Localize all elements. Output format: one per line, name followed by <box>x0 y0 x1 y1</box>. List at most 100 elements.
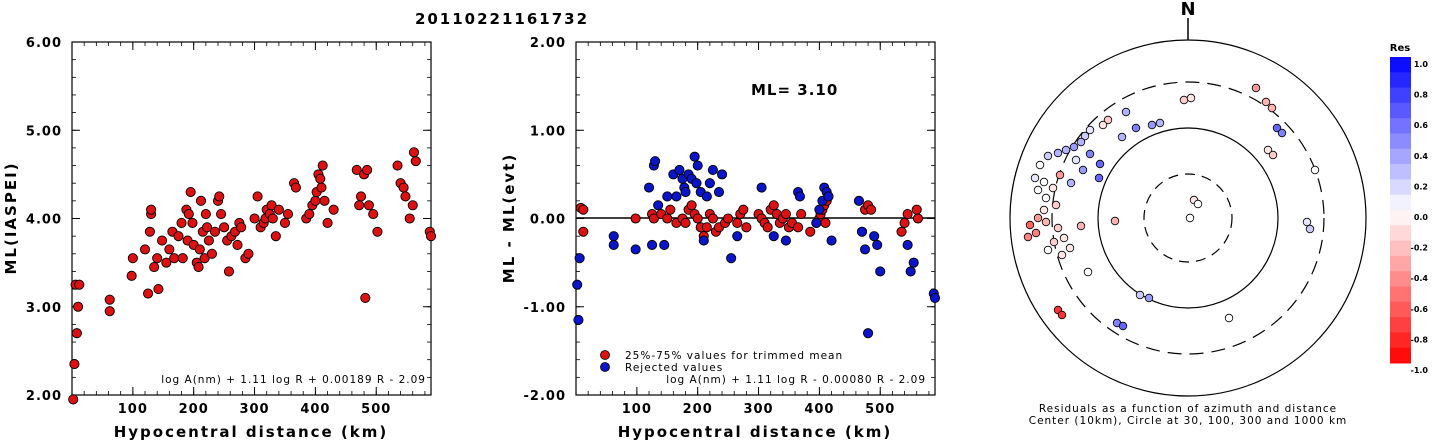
data-point <box>223 266 235 277</box>
residual-point <box>732 217 743 228</box>
data-point <box>203 235 214 246</box>
residual-point <box>691 178 702 189</box>
c1-ytick-label: 6.00 <box>26 36 62 51</box>
residual-point <box>929 292 941 303</box>
colorbar-tick-label: -0.4 <box>1411 274 1429 283</box>
station-residual-marker <box>1135 290 1145 300</box>
data-point <box>425 231 437 242</box>
station-residual-marker <box>1078 165 1088 175</box>
residual-point <box>573 314 584 326</box>
residual-point <box>896 226 907 237</box>
residual-point <box>875 266 886 277</box>
data-point <box>169 253 180 264</box>
colorbar-cell <box>1390 164 1411 180</box>
station-residual-marker <box>1053 223 1063 233</box>
data-point <box>266 200 277 211</box>
c1-ytick-label: 5.00 <box>26 124 62 139</box>
residual-point <box>689 151 700 162</box>
data-point <box>410 156 421 167</box>
residual-point <box>756 182 767 193</box>
data-point <box>139 244 151 255</box>
residual-vs-distance-chart: ML - ML(evt) Hypocentral distance (km) M… <box>500 36 941 441</box>
colorbar-cell <box>1390 87 1411 104</box>
residual-point <box>780 209 791 220</box>
data-point <box>161 257 172 268</box>
station-residual-marker <box>1094 173 1104 183</box>
residual-point <box>820 217 831 228</box>
c1-ytick-label: 4.00 <box>26 213 62 228</box>
data-point <box>282 209 294 220</box>
residual-point <box>662 191 673 202</box>
residual-point <box>671 191 682 202</box>
data-point <box>143 288 154 299</box>
station-residual-marker <box>1193 199 1203 209</box>
data-point <box>68 394 79 405</box>
residual-point <box>630 213 641 224</box>
data-point <box>270 231 281 242</box>
data-point <box>316 182 327 193</box>
station-residual-marker <box>1057 250 1067 260</box>
station-residual-marker <box>1033 185 1043 195</box>
data-point <box>328 204 339 215</box>
c1-xtick-label: 300 <box>239 402 269 417</box>
residual-point <box>780 235 791 246</box>
station-residual-marker <box>1310 165 1320 175</box>
data-point <box>73 301 84 312</box>
residual-point <box>643 182 655 193</box>
station-residual-marker <box>1147 120 1157 130</box>
colorbar-tick-label: -0.8 <box>1411 335 1429 344</box>
data-point <box>144 226 155 237</box>
station-residual-marker <box>1261 97 1271 107</box>
data-point <box>408 147 420 158</box>
station-residual-marker <box>1272 123 1282 133</box>
colorbar-cell <box>1390 332 1411 349</box>
station-residual-marker <box>1080 131 1090 141</box>
c2-ytick-label: 0.00 <box>530 213 566 228</box>
residual-point <box>794 191 805 202</box>
residual-point <box>741 222 752 233</box>
chart2-ylabel: ML - ML(evt) <box>500 153 518 283</box>
colorbar-cell <box>1390 225 1411 242</box>
legend-rejected-label: Rejected values <box>625 362 723 374</box>
residual-point <box>608 231 619 242</box>
data-point <box>209 226 221 237</box>
residual-point <box>707 164 718 176</box>
data-point <box>126 270 137 281</box>
colorbar-tick-label: -0.2 <box>1411 244 1429 253</box>
c1-xtick-label: 400 <box>300 402 330 417</box>
residual-point <box>704 178 715 189</box>
distance-ring-100km <box>1097 127 1279 309</box>
residual-point <box>692 213 703 224</box>
data-point <box>290 182 301 193</box>
residual-point <box>738 204 749 215</box>
data-point <box>176 217 187 228</box>
data-point <box>362 164 373 176</box>
data-point <box>252 191 263 202</box>
station-residual-marker <box>1048 183 1058 193</box>
station-residual-marker <box>1055 170 1065 180</box>
data-point <box>232 239 243 251</box>
station-residual-marker <box>1059 233 1069 243</box>
data-point <box>372 226 383 237</box>
residual-point <box>908 257 919 268</box>
colorbar-cell <box>1390 102 1411 119</box>
magnitude-vs-distance-chart: ML(IASPEI) Hypocentral distance (km) log… <box>2 36 437 441</box>
colorbar-cell <box>1390 317 1411 333</box>
residual-point <box>630 244 641 255</box>
station-residual-marker <box>1110 216 1120 226</box>
colorbar-cell <box>1390 347 1411 364</box>
residual-point <box>578 226 589 237</box>
data-point <box>392 160 403 171</box>
colorbar-tick-label: -1.0 <box>1411 366 1429 375</box>
data-point <box>310 195 321 206</box>
data-point <box>407 200 418 211</box>
residual-point <box>608 239 619 251</box>
data-point <box>355 191 367 202</box>
residual-point <box>653 200 664 211</box>
colorbar-cell <box>1390 271 1411 287</box>
c1-xtick-label: 500 <box>361 402 391 417</box>
station-residual-marker <box>1144 293 1154 303</box>
station-residual-marker <box>1179 95 1189 105</box>
residual-point <box>674 164 685 176</box>
data-point <box>351 164 362 176</box>
